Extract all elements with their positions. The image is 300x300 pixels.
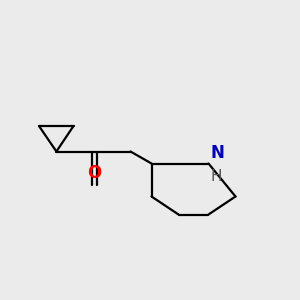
Text: O: O	[87, 164, 102, 181]
Text: N: N	[210, 144, 224, 162]
Text: H: H	[210, 169, 221, 184]
